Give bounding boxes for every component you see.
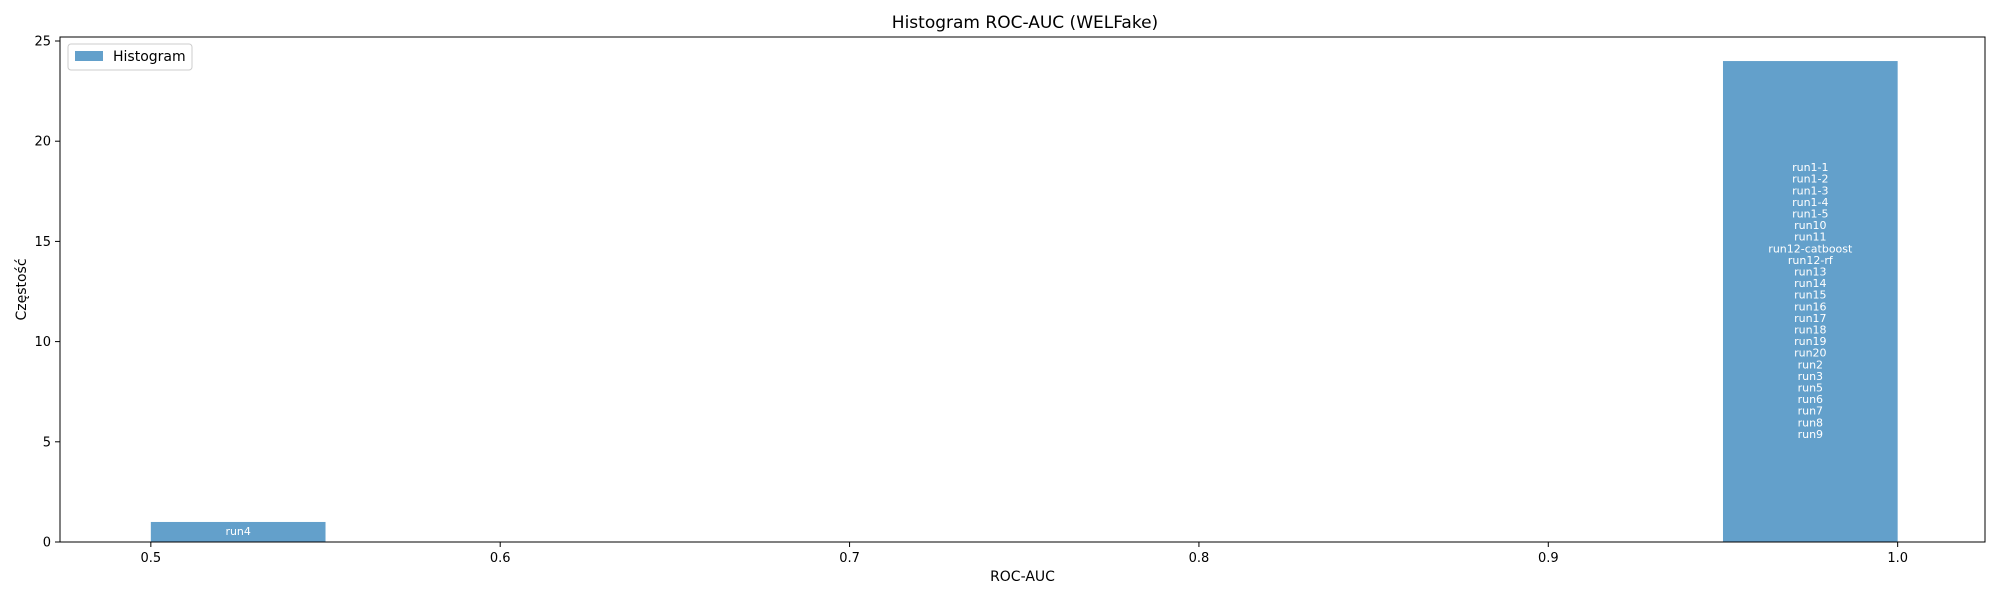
y-tick-label: 10 — [34, 335, 51, 350]
plot-frame — [59, 36, 1986, 543]
x-tick-label: 0.5 — [140, 551, 161, 566]
bar-label: run16 — [1794, 300, 1826, 313]
legend-entry-histogram: Histogram — [113, 49, 186, 65]
y-tick-label: 15 — [34, 235, 51, 250]
bar-label: run15 — [1794, 289, 1826, 302]
x-tick-label: 0.8 — [1189, 551, 1210, 566]
bar-label: run12-catboost — [1768, 242, 1853, 255]
bar-label: run5 — [1798, 382, 1823, 395]
bar-label: run1-1 — [1792, 161, 1828, 174]
bar-label: run18 — [1794, 324, 1826, 337]
legend-swatch — [75, 51, 103, 61]
bar-label: run14 — [1794, 277, 1826, 290]
bar-label: run13 — [1794, 266, 1826, 279]
bar-label: run1-4 — [1792, 196, 1828, 209]
x-tick-label: 0.6 — [490, 551, 511, 566]
y-tick-label: 5 — [43, 435, 51, 450]
legend: Histogram — [67, 43, 193, 71]
bar-label: run2 — [1798, 358, 1823, 371]
y-tick-label: 0 — [43, 536, 51, 551]
x-tick-label: 0.7 — [839, 551, 860, 566]
histogram-bar — [150, 521, 326, 542]
bar-label: run7 — [1798, 405, 1823, 418]
bar-label: run11 — [1794, 231, 1826, 244]
bar-label: run19 — [1794, 335, 1826, 348]
bars-group — [150, 61, 1898, 543]
bar-label: run12-rf — [1788, 254, 1834, 267]
bar-labels-group: run4run1-1run1-2run1-3run1-4run1-5run10r… — [225, 161, 1853, 538]
bar-label: run6 — [1798, 393, 1823, 406]
x-axis-title: ROC-AUC — [990, 569, 1055, 585]
y-tick-label: 25 — [34, 35, 51, 50]
y-tick-label: 20 — [34, 135, 51, 150]
bar-label: run10 — [1794, 219, 1826, 232]
bar-label: run17 — [1794, 312, 1826, 325]
histogram-bar — [1722, 61, 1898, 543]
y-axis-title: Częstość — [14, 258, 30, 320]
x-tick-label: 0.9 — [1538, 551, 1559, 566]
bar-label: run1-5 — [1792, 208, 1828, 221]
y-axis-ticks: 0 5 10 15 20 25 — [34, 35, 60, 551]
x-tick-label: 1.0 — [1887, 551, 1908, 566]
bar-label: run3 — [1798, 370, 1823, 383]
bar-label: run9 — [1798, 428, 1823, 441]
x-axis-ticks: 0.5 0.6 0.7 0.8 0.9 1.0 — [140, 542, 1908, 566]
bar-label: run20 — [1794, 347, 1826, 360]
bar-label: run4 — [225, 525, 250, 538]
bar-label: run1-3 — [1792, 184, 1828, 197]
chart-title: Histogram ROC-AUC (WELFake) — [892, 13, 1158, 33]
legend-box — [67, 43, 193, 71]
bar-label: run8 — [1798, 416, 1823, 429]
bar-label: run1-2 — [1792, 173, 1828, 186]
